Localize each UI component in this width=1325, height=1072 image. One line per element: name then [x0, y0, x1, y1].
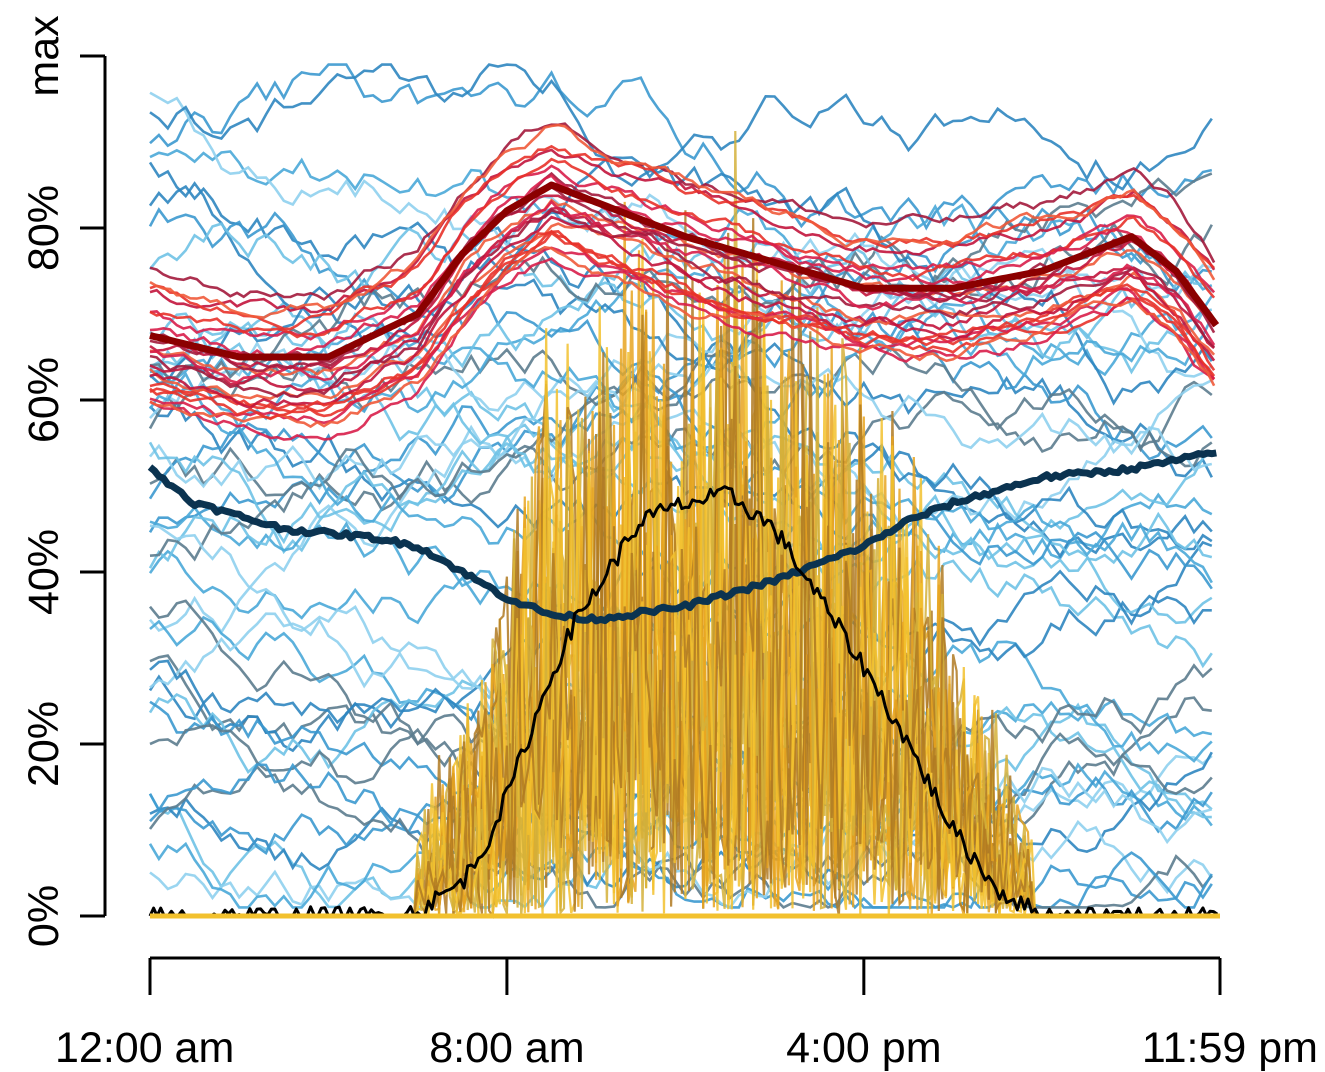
red-mean-series-line: [149, 181, 1220, 361]
y-tick-label: 60%: [20, 357, 68, 443]
blue-background-series: [148, 184, 1213, 478]
yellow-background-series: [150, 241, 1218, 918]
y-axis: 0% 20% 40% 60% 80% max: [20, 15, 107, 947]
red-background-series: [149, 144, 1216, 331]
blue-background-series: [149, 361, 1213, 635]
x-tick-label: 11:59 pm: [1142, 1024, 1318, 1072]
mean-series-group: [147, 181, 1220, 919]
y-tick-label: 0%: [20, 885, 68, 947]
y-tick-label: max: [20, 15, 68, 97]
blue-background-series: [148, 423, 1213, 555]
x-tick-label: 4:00 pm: [786, 1024, 941, 1072]
blue-background-series: [149, 221, 1213, 562]
red-background-series: [149, 208, 1216, 399]
red-background-series: [149, 185, 1216, 373]
blue-background-series: [149, 379, 1213, 527]
x-tick-label: 8:00 am: [429, 1024, 584, 1072]
red-background-series: [149, 231, 1216, 418]
blue-background-series: [149, 380, 1213, 512]
x-tick-label: 12:00 am: [55, 1024, 234, 1072]
y-tick-label: 80%: [20, 185, 68, 271]
blue-background-series: [149, 281, 1213, 375]
blue-background-series: [149, 93, 1213, 385]
red-background-series: [149, 122, 1216, 301]
y-tick-label: 20%: [20, 701, 68, 787]
red-background-series: [149, 199, 1216, 384]
blue-mean-series-line: [147, 449, 1217, 625]
red-background-series: [149, 123, 1216, 319]
red-background-series: [149, 257, 1215, 441]
blue-background-series: [149, 303, 1213, 469]
background-series-group: [148, 63, 1218, 920]
red-background-series: [149, 148, 1216, 314]
blue-background-series: [148, 207, 1213, 590]
blue-background-series: [149, 91, 1213, 378]
red-background-series: [149, 230, 1216, 420]
y-tick-label: 40%: [20, 529, 68, 615]
red-background-series: [149, 245, 1216, 429]
x-axis: 12:00 am 8:00 am 4:00 pm 11:59 pm: [55, 956, 1318, 1072]
red-background-series: [149, 157, 1216, 339]
red-background-series: [149, 174, 1216, 360]
